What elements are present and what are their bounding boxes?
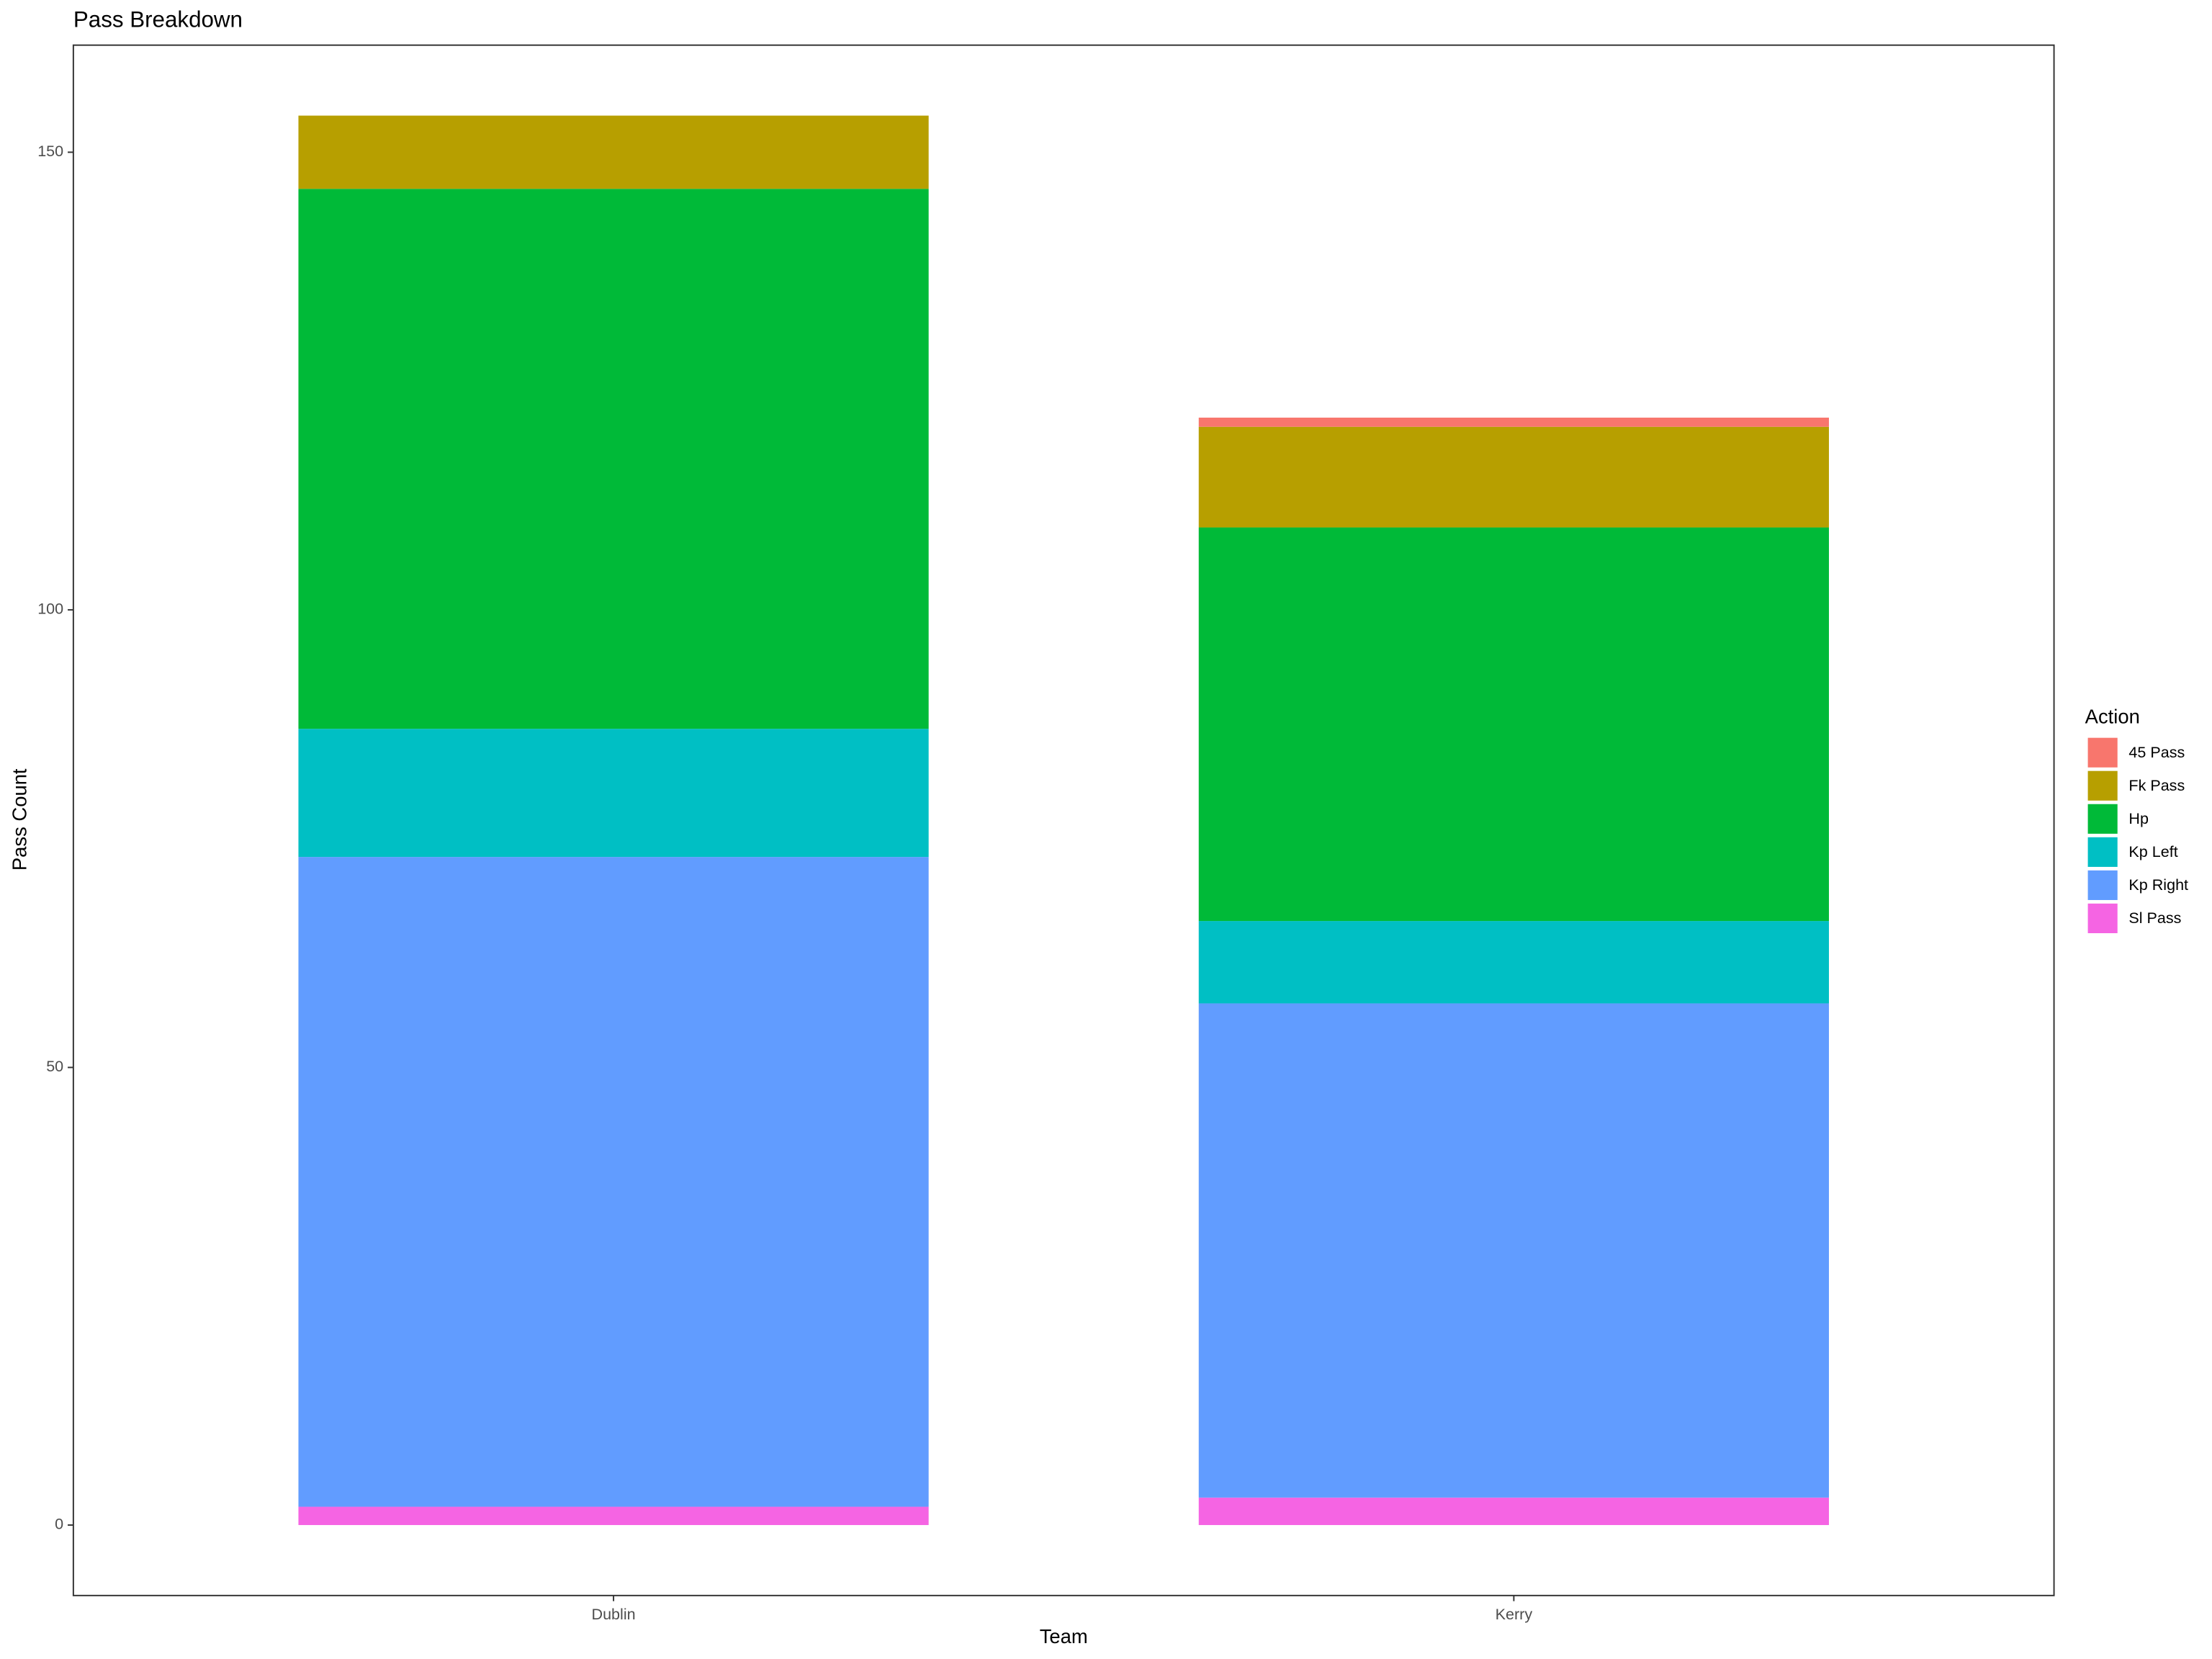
bar-segment [1198,426,1829,528]
x-tick-label: Kerry [1496,1605,1533,1623]
bar-segment [1198,1497,1829,1525]
legend-title: Action [2085,705,2140,727]
bar-segment [1198,1003,1829,1498]
chart-title: Pass Breakdown [73,7,243,32]
y-tick-label: 150 [37,142,63,160]
x-tick-label: Dublin [592,1605,636,1623]
bar-segment [1198,418,1829,427]
legend-key [2087,737,2118,768]
legend-label: 45 Pass [2128,743,2185,761]
legend-label: Hp [2128,809,2149,827]
bar-segment [298,1506,929,1525]
plot-border [72,44,2055,1596]
y-tick-label: 0 [55,1515,63,1533]
bar-segment [298,729,929,858]
bar-segment [298,857,929,1507]
legend-label: Fk Pass [2128,776,2185,794]
y-tick-label: 100 [37,600,63,618]
y-axis-label: Pass Count [9,768,31,871]
legend-label: Sl Pass [2128,909,2181,927]
legend-label: Kp Left [2128,842,2177,860]
legend-label: Kp Right [2128,876,2188,894]
legend-key [2087,903,2118,933]
x-axis-label: Team [1040,1625,1088,1647]
bar-segment [1198,921,1829,1004]
legend-key [2087,804,2118,834]
legend-key [2087,870,2118,900]
bar-segment [1198,527,1829,922]
legend-key [2087,837,2118,867]
bar-segment [298,189,929,729]
legend-key [2087,770,2118,801]
y-tick-label: 50 [46,1057,63,1075]
bar-segment [298,115,929,189]
